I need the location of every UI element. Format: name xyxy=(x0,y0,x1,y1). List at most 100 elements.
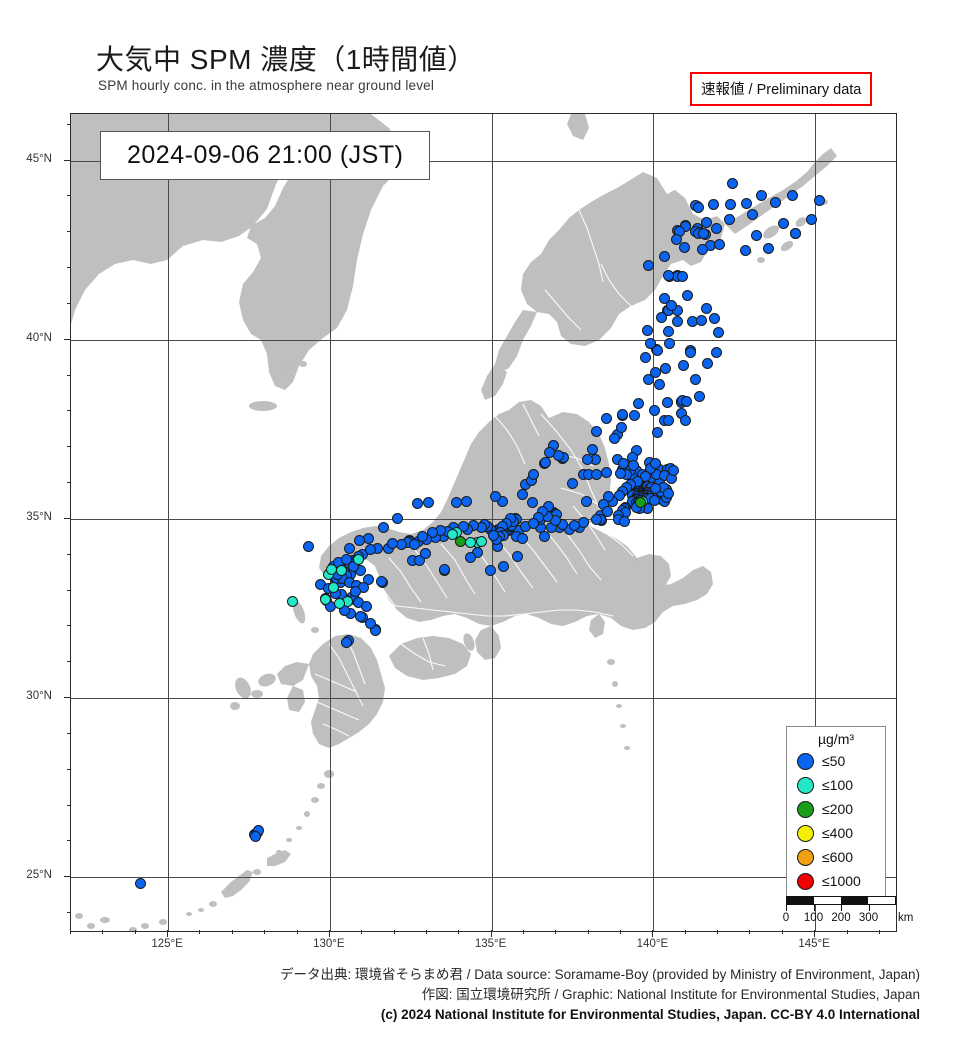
station-dot xyxy=(539,456,551,468)
station-dot xyxy=(756,190,768,202)
axis-label-lat-40: 40°N xyxy=(26,331,52,344)
station-dot xyxy=(360,601,372,613)
station-dot xyxy=(663,326,675,338)
tick-lat-minor-46 xyxy=(67,123,71,125)
station-dot xyxy=(659,251,671,263)
scale-bar-tick-300 xyxy=(868,905,870,911)
station-dot xyxy=(461,495,473,507)
station-dot xyxy=(567,477,578,489)
tick-lat-25 xyxy=(64,876,71,878)
legend-item-3[interactable]: ≤200 xyxy=(787,797,885,821)
station-dot xyxy=(553,449,565,461)
station-dot xyxy=(465,551,477,563)
station-dot xyxy=(769,197,781,208)
tick-lon-minor-147 xyxy=(878,930,880,934)
station-dot xyxy=(642,325,653,337)
legend-swatch-icon xyxy=(797,824,814,842)
tick-lat-minor-39 xyxy=(67,374,71,376)
legend-item-4[interactable]: ≤400 xyxy=(787,821,885,845)
station-dot xyxy=(634,497,646,509)
legend-swatch-icon xyxy=(797,872,814,890)
station-dot xyxy=(476,536,488,547)
legend-swatch-icon xyxy=(797,752,814,770)
tick-lon-minor-122 xyxy=(70,930,71,934)
station-dot xyxy=(528,468,540,480)
station-dot xyxy=(677,270,688,282)
timestamp-label: 2024-09-06 21:00 (JST) xyxy=(100,131,431,180)
station-dot xyxy=(341,637,353,648)
station-dot xyxy=(497,496,509,508)
tick-lon-minor-129 xyxy=(296,930,298,934)
station-dot xyxy=(677,360,689,371)
legend-item-6[interactable]: ≤1000 xyxy=(787,869,885,893)
station-dot xyxy=(680,414,692,426)
tick-lon-130 xyxy=(328,930,330,937)
station-dot xyxy=(751,229,763,241)
station-dot xyxy=(741,198,752,210)
station-dot xyxy=(689,373,701,385)
station-dot xyxy=(618,516,630,528)
station-dot xyxy=(667,465,679,476)
station-dot xyxy=(320,594,332,605)
tick-lon-minor-143 xyxy=(749,930,751,934)
station-dot xyxy=(616,408,628,420)
tick-lon-minor-146 xyxy=(846,930,848,934)
station-dot xyxy=(681,289,693,301)
station-dot xyxy=(411,498,423,509)
page-title: 大気中 SPM 濃度（1時間値） xyxy=(96,44,476,75)
station-dot xyxy=(416,530,428,542)
station-dot xyxy=(696,315,708,327)
legend-item-2[interactable]: ≤100 xyxy=(787,773,885,797)
gridline-lon-145 xyxy=(815,114,817,931)
tick-lat-minor-26 xyxy=(67,840,71,842)
station-dot xyxy=(710,346,722,358)
station-dot xyxy=(701,216,713,228)
station-dot xyxy=(740,244,752,256)
scale-bar-unit: km xyxy=(898,912,914,924)
station-dot xyxy=(427,527,439,538)
station-dot xyxy=(806,214,818,226)
station-dot xyxy=(639,352,651,364)
station-dot xyxy=(485,565,497,577)
tick-lat-minor-38 xyxy=(67,410,71,412)
legend-item-label: ≤200 xyxy=(822,801,854,817)
legend-panel: µg/m³ ≤50 ≤100 ≤200 ≤400 ≤600 ≤1000 xyxy=(786,726,886,900)
tick-lon-minor-127 xyxy=(231,930,233,934)
station-dot xyxy=(655,312,667,323)
tick-lat-minor-41 xyxy=(67,302,71,304)
station-dot xyxy=(701,302,713,314)
station-dot xyxy=(777,217,789,229)
tick-lon-minor-134 xyxy=(458,930,460,934)
tick-lon-minor-137 xyxy=(555,930,557,934)
tick-lon-minor-138 xyxy=(587,930,589,934)
station-dot xyxy=(526,497,538,509)
tick-lat-minor-34 xyxy=(67,553,71,555)
scale-bar-tick-0 xyxy=(786,905,787,911)
station-dot xyxy=(581,454,593,466)
station-dot xyxy=(651,345,663,356)
axis-label-lat-30: 30°N xyxy=(26,690,52,703)
station-dot xyxy=(660,362,672,374)
station-dot xyxy=(746,208,758,220)
legend-item-1[interactable]: ≤50 xyxy=(787,749,885,773)
map-canvas[interactable] xyxy=(70,113,897,932)
legend-item-5[interactable]: ≤600 xyxy=(787,845,885,869)
station-dot xyxy=(423,496,434,508)
station-dot xyxy=(762,242,774,254)
tick-lon-minor-131 xyxy=(361,930,363,934)
station-dot xyxy=(633,398,645,409)
station-dot xyxy=(355,610,367,622)
tick-lon-minor-142 xyxy=(717,930,719,934)
station-dot xyxy=(680,396,692,408)
station-dot xyxy=(662,397,674,408)
tick-lat-35 xyxy=(64,517,71,519)
station-dot xyxy=(591,514,603,526)
legend-item-label: ≤400 xyxy=(822,825,854,841)
station-dot xyxy=(364,618,376,630)
tick-lat-45 xyxy=(64,159,71,161)
scale-bar-segment-3 xyxy=(841,897,868,904)
station-dot xyxy=(352,553,364,565)
scale-bar-segment-4 xyxy=(868,897,895,904)
station-dot xyxy=(600,413,612,425)
station-dot xyxy=(409,538,421,550)
